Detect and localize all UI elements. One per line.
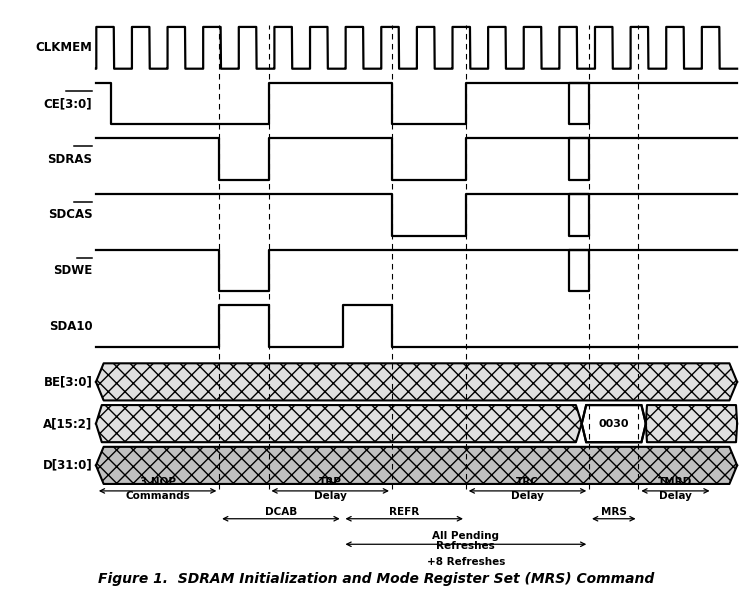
Text: DCAB: DCAB (265, 507, 297, 517)
Polygon shape (646, 405, 737, 442)
Text: MRS: MRS (601, 507, 626, 517)
Text: Delay: Delay (659, 491, 692, 501)
Text: TRP: TRP (319, 477, 341, 487)
Text: CE[3:0]: CE[3:0] (44, 97, 92, 110)
Text: A[15:2]: A[15:2] (43, 417, 92, 430)
Text: Delay: Delay (314, 491, 347, 501)
Text: All Pending: All Pending (432, 530, 499, 541)
Text: SDWE: SDWE (53, 264, 92, 277)
Text: D[31:0]: D[31:0] (43, 459, 92, 472)
Text: Figure 1.  SDRAM Initialization and Mode Register Set (MRS) Command: Figure 1. SDRAM Initialization and Mode … (98, 572, 654, 586)
Text: TRC: TRC (516, 477, 539, 487)
Text: CLKMEM: CLKMEM (35, 41, 92, 55)
Text: SDA10: SDA10 (49, 320, 92, 333)
Text: +8 Refreshes: +8 Refreshes (426, 558, 505, 567)
Text: BE[3:0]: BE[3:0] (44, 375, 92, 388)
Text: Commands: Commands (126, 491, 190, 501)
Polygon shape (96, 447, 737, 484)
Polygon shape (96, 364, 737, 401)
Text: Delay: Delay (511, 491, 544, 501)
Text: TMRD: TMRD (658, 477, 693, 487)
Text: SDRAS: SDRAS (47, 153, 92, 165)
Polygon shape (582, 405, 646, 442)
Text: 3 NOP: 3 NOP (140, 477, 176, 487)
Text: 0030: 0030 (599, 419, 629, 428)
Polygon shape (96, 405, 582, 442)
Text: REFR: REFR (389, 507, 420, 517)
Text: SDCAS: SDCAS (47, 208, 92, 221)
Text: Refreshes: Refreshes (436, 541, 496, 551)
